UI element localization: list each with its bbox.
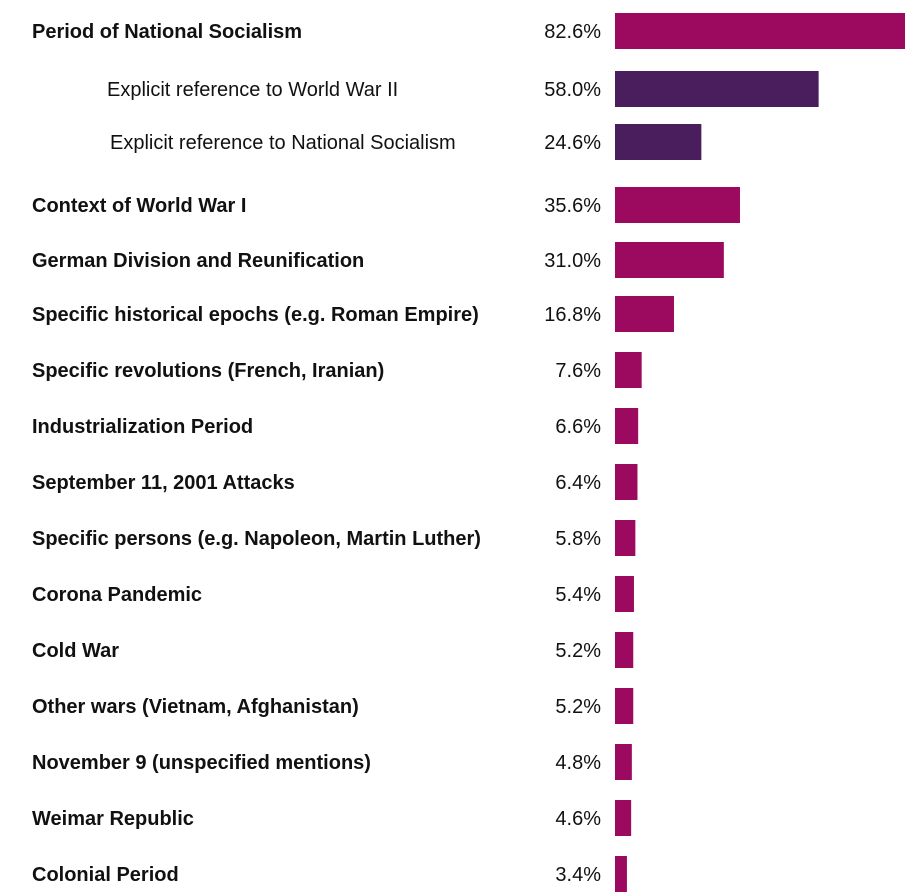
category-label: Period of National Socialism bbox=[32, 21, 302, 43]
bar bbox=[615, 71, 819, 107]
bar bbox=[615, 520, 636, 556]
value-label: 5.2% bbox=[555, 696, 601, 718]
category-label: Cold War bbox=[32, 640, 119, 662]
category-label: German Division and Reunification bbox=[32, 250, 364, 272]
bar bbox=[615, 464, 638, 500]
bar bbox=[615, 187, 740, 223]
bar bbox=[615, 124, 702, 160]
category-label: Colonial Period bbox=[32, 864, 179, 886]
value-label: 4.8% bbox=[555, 752, 601, 774]
value-label: 82.6% bbox=[544, 21, 601, 43]
bars bbox=[615, 13, 905, 892]
category-label: September 11, 2001 Attacks bbox=[32, 472, 295, 494]
value-label: 5.8% bbox=[555, 528, 601, 550]
category-label: Specific revolutions (French, Iranian) bbox=[32, 360, 384, 382]
category-label: November 9 (unspecified mentions) bbox=[32, 752, 371, 774]
category-label: Specific historical epochs (e.g. Roman E… bbox=[32, 304, 479, 326]
bar bbox=[615, 856, 627, 892]
category-label: Other wars (Vietnam, Afghanistan) bbox=[32, 696, 359, 718]
category-label: Explicit reference to National Socialism bbox=[110, 132, 456, 154]
value-label: 7.6% bbox=[555, 360, 601, 382]
category-label: Corona Pandemic bbox=[32, 584, 202, 606]
category-label: Industrialization Period bbox=[32, 416, 253, 438]
bar bbox=[615, 632, 634, 668]
value-label: 5.2% bbox=[555, 640, 601, 662]
bar bbox=[615, 744, 632, 780]
value-label: 58.0% bbox=[544, 79, 601, 101]
value-label: 4.6% bbox=[555, 808, 601, 830]
category-label: Weimar Republic bbox=[32, 808, 194, 830]
bar bbox=[615, 352, 642, 388]
bar bbox=[615, 296, 674, 332]
value-label: 6.6% bbox=[555, 416, 601, 438]
value-label: 16.8% bbox=[544, 304, 601, 326]
category-label: Specific persons (e.g. Napoleon, Martin … bbox=[32, 528, 481, 550]
value-label: 35.6% bbox=[544, 195, 601, 217]
bar bbox=[615, 800, 632, 836]
category-label: Explicit reference to World War II bbox=[107, 79, 398, 101]
value-label: 3.4% bbox=[555, 864, 601, 886]
bar bbox=[615, 242, 724, 278]
bar bbox=[615, 576, 634, 612]
value-label: 6.4% bbox=[555, 472, 601, 494]
value-label: 5.4% bbox=[555, 584, 601, 606]
category-label: Context of World War I bbox=[32, 195, 246, 217]
value-label: 24.6% bbox=[544, 132, 601, 154]
bar bbox=[615, 408, 639, 444]
value-labels: 82.6% 58.0% 24.6% 35.6% 31.0% 16.8% 7.6% 6.6% 6.… bbox=[544, 21, 601, 886]
value-label: 31.0% bbox=[544, 250, 601, 272]
bar bbox=[615, 688, 634, 724]
bar bbox=[615, 13, 905, 49]
category-labels: Period of National Socialism Explicit ref… bbox=[32, 21, 481, 886]
